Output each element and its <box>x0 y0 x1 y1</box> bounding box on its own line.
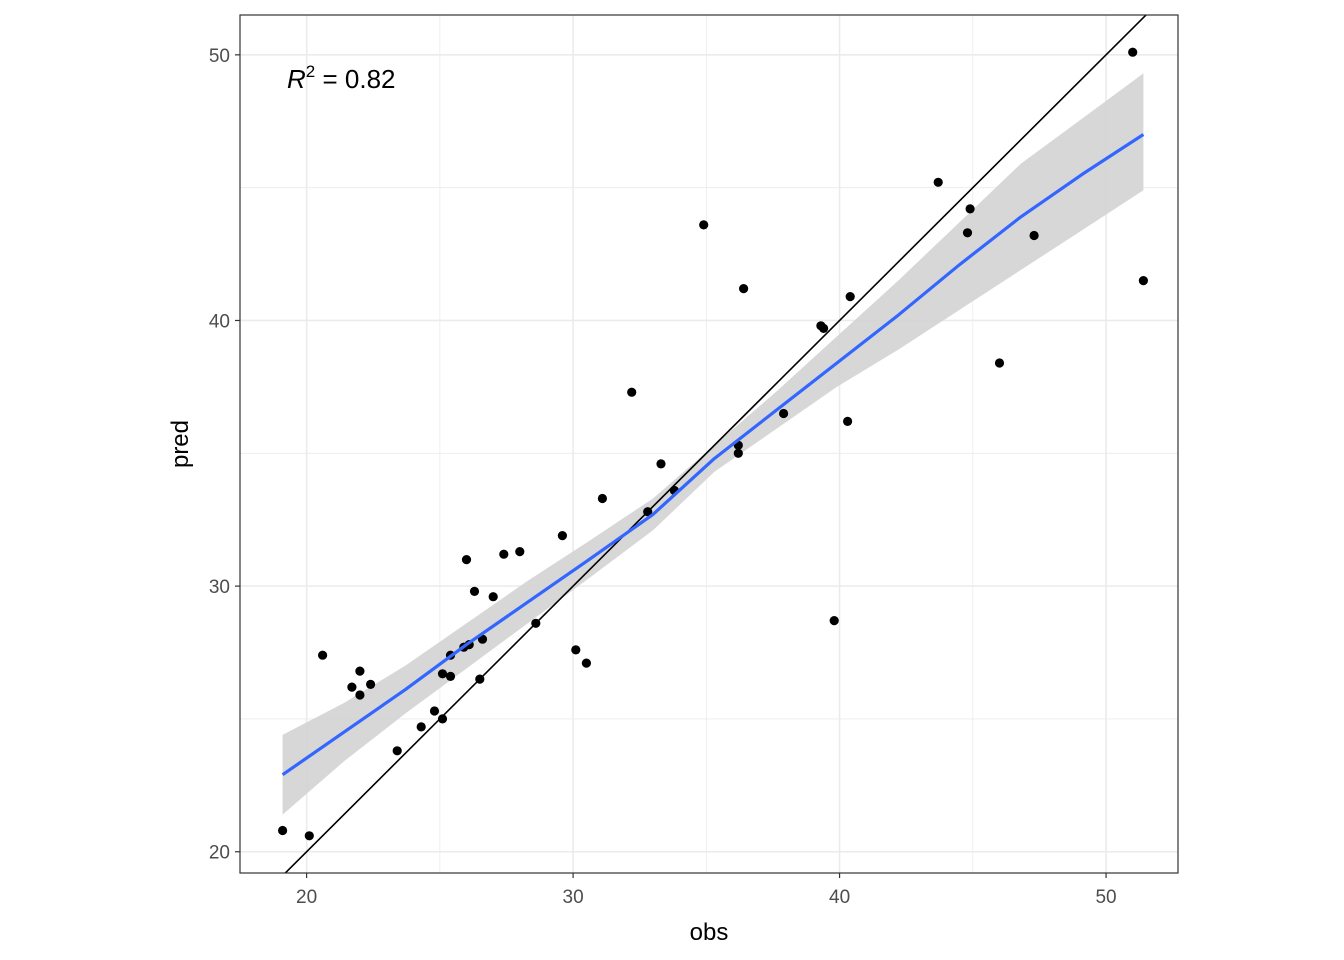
data-point <box>829 616 839 626</box>
data-point <box>656 459 666 469</box>
data-point <box>416 722 426 732</box>
data-point <box>278 825 288 836</box>
data-point <box>366 679 376 690</box>
data-point <box>733 448 743 458</box>
data-point <box>845 292 855 302</box>
data-point <box>699 220 709 230</box>
data-point <box>739 284 749 294</box>
data-point <box>1128 47 1138 57</box>
x-tick-label: 40 <box>829 887 850 908</box>
data-point <box>437 714 448 724</box>
x-tick-label: 50 <box>1095 887 1116 908</box>
data-point <box>1029 230 1039 241</box>
panel-border <box>239 14 1179 874</box>
data-point <box>597 493 608 504</box>
data-point <box>445 671 456 682</box>
data-point <box>469 586 480 597</box>
r-squared-annotation: R2 = 0.82 <box>287 62 395 94</box>
smooth-line <box>281 133 1145 777</box>
gridlines <box>240 15 1178 873</box>
y-tick-label: 40 <box>209 311 230 332</box>
data-point <box>461 555 472 565</box>
r-symbol: R <box>287 64 306 94</box>
data-point <box>475 674 485 684</box>
axes: 20 30 40 50 20 30 40 50 <box>209 46 1117 908</box>
data-point <box>392 746 402 756</box>
data-point <box>779 408 789 419</box>
plot-panel <box>240 15 1178 873</box>
data-point <box>627 387 637 397</box>
data-point <box>429 706 440 716</box>
data-point <box>843 416 853 426</box>
data-point <box>571 645 581 655</box>
y-tick-label: 20 <box>209 843 230 864</box>
data-point <box>581 658 592 668</box>
y-axis-title: pred <box>167 420 194 468</box>
r-value: = 0.82 <box>315 64 395 94</box>
data-point <box>515 547 525 557</box>
data-point <box>962 228 973 238</box>
data-point <box>965 204 975 214</box>
x-tick-label: 30 <box>563 887 584 908</box>
confidence-ribbon <box>282 73 1144 815</box>
data-point <box>819 323 829 333</box>
data-point <box>531 618 541 628</box>
data-point <box>355 690 365 700</box>
data-point <box>437 669 448 679</box>
data-point <box>499 549 509 559</box>
data-point <box>347 682 357 692</box>
data-point <box>318 650 328 660</box>
y-tick-label: 50 <box>209 46 230 67</box>
data-point <box>1138 276 1148 286</box>
data-point <box>355 666 365 676</box>
data-point <box>557 531 568 541</box>
identity-line <box>284 15 1148 873</box>
plot-content <box>278 15 1148 873</box>
data-point <box>643 507 653 517</box>
x-tick-label: 20 <box>296 887 317 908</box>
data-point <box>304 831 314 841</box>
data-point <box>488 592 498 602</box>
data-point <box>994 358 1005 368</box>
x-axis-title: obs <box>690 919 729 946</box>
data-point <box>933 177 943 187</box>
r-superscript: 2 <box>306 62 315 81</box>
y-tick-label: 30 <box>209 577 230 598</box>
